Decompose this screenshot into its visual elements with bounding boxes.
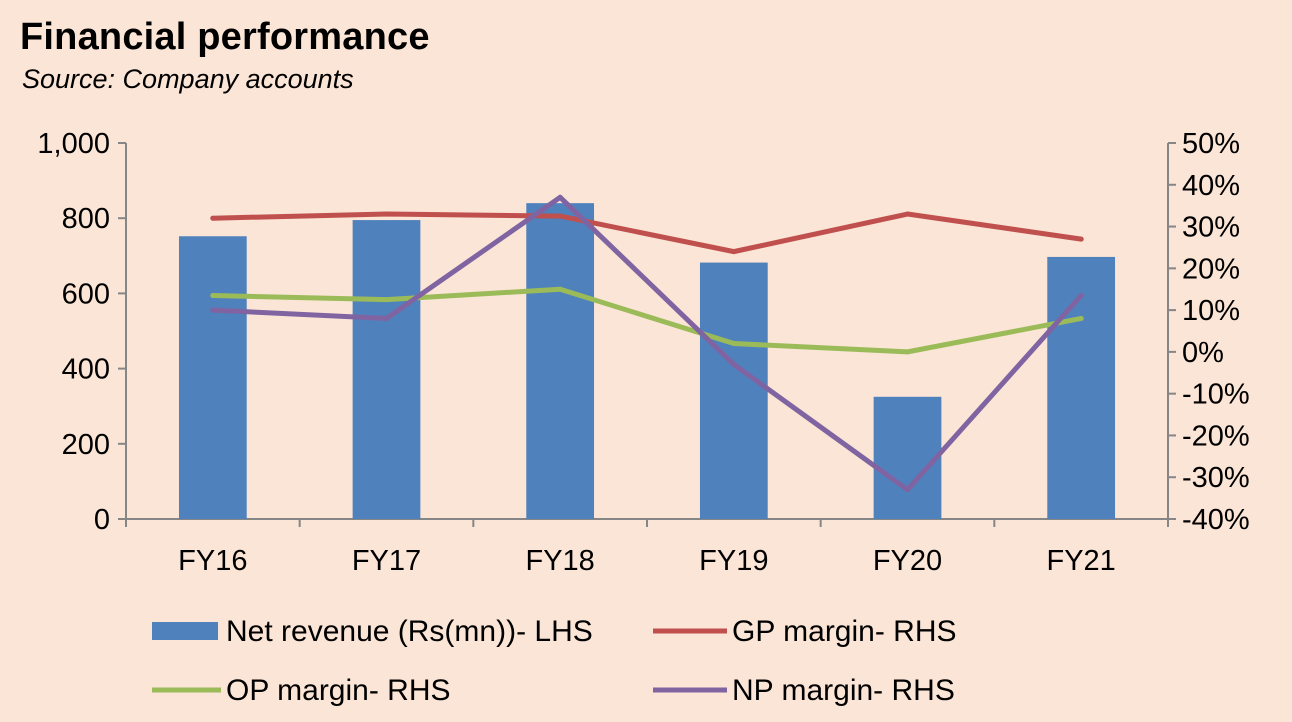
gp-margin-line — [210, 211, 1084, 255]
gp-margin-point — [210, 215, 216, 221]
left-tick-label: 800 — [62, 203, 110, 235]
left-tick-label: 200 — [62, 429, 110, 461]
left-tick-label: 1,000 — [37, 128, 110, 160]
x-tick-label: FY16 — [178, 545, 247, 577]
op-margin-point — [1078, 315, 1084, 321]
chart-subtitle: Source: Company accounts — [22, 64, 354, 94]
gp-margin-point — [905, 211, 910, 217]
x-tick-label: FY17 — [352, 545, 421, 577]
np-margin-point — [384, 315, 389, 321]
gp-margin-point — [557, 213, 563, 219]
right-tick-label: 30% — [1182, 212, 1240, 244]
np-margin-point — [1078, 292, 1084, 298]
np-margin-point — [905, 487, 910, 493]
op-margin-point — [384, 297, 389, 303]
x-tick-label: FY20 — [873, 545, 942, 577]
lines-layer — [210, 194, 1084, 493]
right-tick-label: 10% — [1182, 295, 1240, 327]
op-margin-point — [905, 349, 910, 355]
legend-label-np-margin: NP margin- RHS — [732, 674, 955, 707]
x-tick-label: FY19 — [699, 545, 768, 577]
right-tick-label: -30% — [1182, 462, 1250, 494]
op-margin-point — [557, 286, 563, 292]
op-margin-point — [210, 292, 216, 298]
right-tick-label: 20% — [1182, 253, 1240, 285]
revenue-bar — [699, 262, 768, 519]
revenue-bar — [1047, 256, 1116, 519]
left-tick-label: 400 — [62, 354, 110, 386]
axes-layer: 0 200 400 600 800 1,000 -40% -30% -20% -10% 0% 10% 2… — [37, 128, 1249, 536]
np-margin-point — [210, 307, 216, 313]
x-tick-label: FY18 — [526, 545, 595, 577]
np-margin-line — [210, 194, 1084, 493]
legend-swatch-net-revenue — [152, 622, 218, 640]
revenue-bar — [873, 396, 942, 519]
legend: Net revenue (Rs(mn))- LHS GP margin- RHS O… — [152, 615, 957, 707]
legend-label-gp-margin: GP margin- RHS — [732, 615, 957, 648]
revenue-bar — [526, 203, 595, 519]
left-tick-label: 0 — [94, 504, 110, 536]
gp-margin-point — [731, 249, 737, 255]
revenue-bar — [178, 236, 247, 520]
op-margin-line — [210, 286, 1084, 355]
chart-title: Financial performance — [20, 16, 430, 58]
right-tick-label: 40% — [1182, 170, 1240, 202]
np-margin-point — [557, 194, 563, 200]
right-tick-label: -40% — [1182, 504, 1250, 536]
op-margin-point — [731, 341, 737, 347]
legend-label-op-margin: OP margin- RHS — [226, 674, 451, 707]
right-tick-label: -20% — [1182, 420, 1250, 452]
left-tick-label: 600 — [62, 278, 110, 310]
np-margin-point — [731, 361, 737, 367]
gp-margin-point — [384, 211, 389, 217]
right-tick-label: -10% — [1182, 379, 1250, 411]
legend-label-net-revenue: Net revenue (Rs(mn))- LHS — [226, 615, 593, 648]
right-tick-label: 50% — [1182, 128, 1240, 160]
right-tick-label: 0% — [1182, 337, 1224, 369]
x-tick-label: FY21 — [1047, 545, 1116, 577]
x-tick-labels: FY16 FY17 FY18 FY19 FY20 FY21 — [178, 545, 1116, 577]
revenue-bar — [352, 220, 421, 519]
bars-layer — [178, 203, 1116, 520]
gp-margin-point — [1078, 236, 1084, 242]
